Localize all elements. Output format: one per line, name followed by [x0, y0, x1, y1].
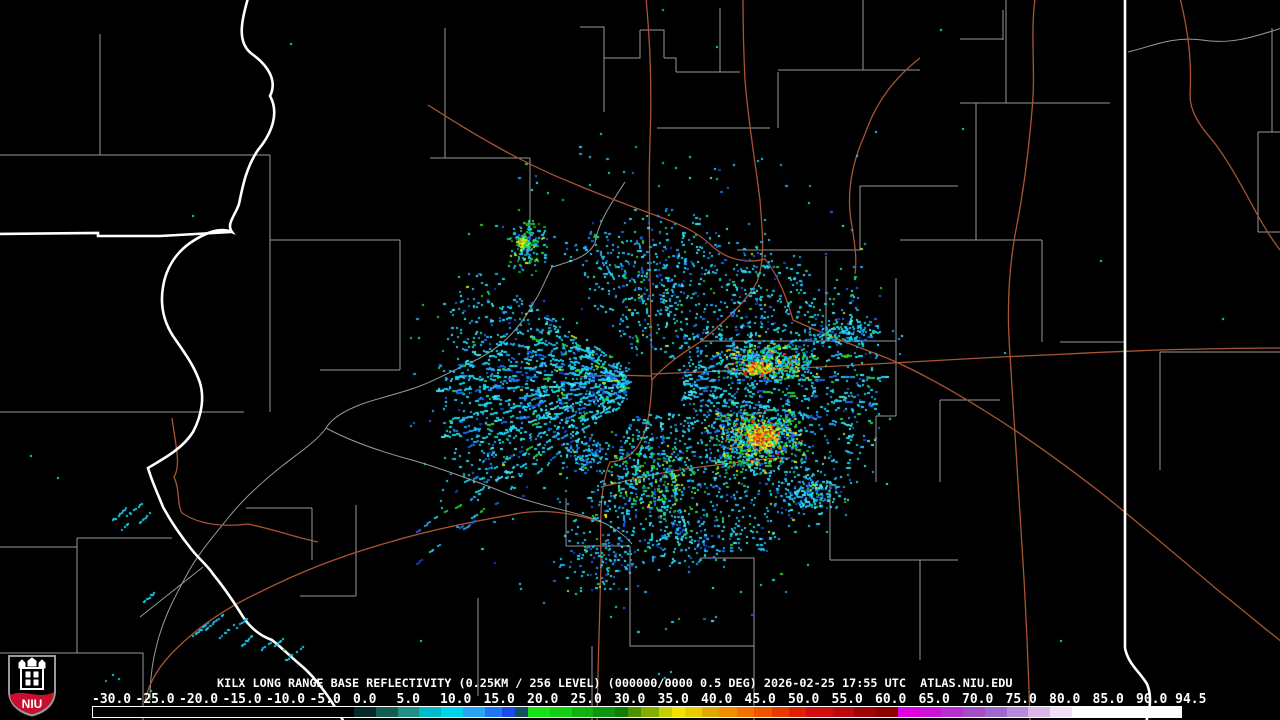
color-scale-segment [571, 707, 594, 717]
color-scale-segment [719, 707, 738, 717]
color-scale-tick-label: 60.0 [875, 692, 907, 707]
color-scale-bar [92, 706, 1182, 718]
color-scale-segment [1028, 707, 1051, 717]
color-scale-segment [514, 707, 529, 717]
color-scale-segment [876, 707, 899, 717]
color-scale-segment [789, 707, 807, 717]
color-scale-segment [771, 707, 790, 717]
color-scale-tick-label: -30.0 [92, 692, 132, 707]
color-scale-segment [501, 707, 516, 717]
color-scale-segment [641, 707, 659, 717]
color-scale-tick-label: 65.0 [918, 692, 950, 707]
color-scale-segment [441, 707, 464, 717]
color-scale-tick-label: 75.0 [1005, 692, 1037, 707]
color-scale-tick-label: 50.0 [788, 692, 820, 707]
color-scale-segment [419, 707, 442, 717]
color-scale-segment [375, 707, 398, 717]
color-scale-segment [1006, 707, 1029, 717]
color-scale-segment [528, 707, 551, 717]
castle-icon [18, 657, 46, 690]
logo-wordmark: NIU [22, 697, 43, 711]
color-scale-segment [658, 707, 673, 717]
color-scale-tick-label: 70.0 [962, 692, 994, 707]
color-scale-segment [549, 707, 572, 717]
color-scale-tick-label: 40.0 [701, 692, 733, 707]
color-scale-segment [736, 707, 755, 717]
color-scale-segment [897, 707, 920, 717]
logo-shield-bottom [10, 690, 54, 714]
color-scale-segment [754, 707, 773, 717]
color-scale-segment [806, 707, 833, 717]
color-scale-tick-label: 94.5 [1175, 692, 1207, 707]
color-scale-segment [984, 707, 1007, 717]
color-scale-tick-label: -15.0 [222, 692, 262, 707]
color-scale-segment [397, 707, 420, 717]
color-scale-tick-label: 80.0 [1049, 692, 1081, 707]
color-scale-tick-label: 85.0 [1092, 692, 1124, 707]
color-scale-tick-label: 30.0 [614, 692, 646, 707]
color-scale-tick-label: 25.0 [570, 692, 602, 707]
color-scale-segment [919, 707, 942, 717]
color-scale-tick-label: 0.0 [353, 692, 377, 707]
niu-logo: NIU [8, 655, 56, 717]
color-scale-segment [671, 707, 686, 717]
color-scale-tick-label: 20.0 [527, 692, 559, 707]
color-scale-tick-label: -20.0 [179, 692, 219, 707]
color-scale-segment [941, 707, 964, 717]
color-scale-tick-label: -25.0 [135, 692, 175, 707]
product-caption: KILX LONG RANGE BASE REFLECTIVITY (0.25K… [217, 676, 1013, 690]
color-scale-tick-label: 35.0 [657, 692, 689, 707]
color-scale-segment [354, 707, 377, 717]
color-scale-segment [684, 707, 703, 717]
color-scale-segment [593, 707, 616, 717]
color-scale-tick-label: 90.0 [1136, 692, 1168, 707]
color-scale-segment [484, 707, 503, 717]
color-scale-segment [854, 707, 877, 717]
color-scale-segment [963, 707, 986, 717]
color-scale-segment [1050, 707, 1073, 717]
color-scale-segment [93, 707, 355, 717]
color-scale-segment [1071, 707, 1181, 717]
color-scale-segment [702, 707, 720, 717]
color-scale-tick-label: -10.0 [266, 692, 306, 707]
color-scale-tick-label: 55.0 [831, 692, 863, 707]
color-scale-tick-label: 45.0 [744, 692, 776, 707]
color-scale-tick-label: 10.0 [440, 692, 472, 707]
color-scale-segment [832, 707, 855, 717]
color-scale-segment [615, 707, 629, 717]
color-scale-tick-label: -5.0 [309, 692, 341, 707]
color-scale-segment [628, 707, 642, 717]
color-scale-segment [462, 707, 485, 717]
color-scale-tick-label: 5.0 [396, 692, 420, 707]
color-scale-tick-label: 15.0 [483, 692, 515, 707]
